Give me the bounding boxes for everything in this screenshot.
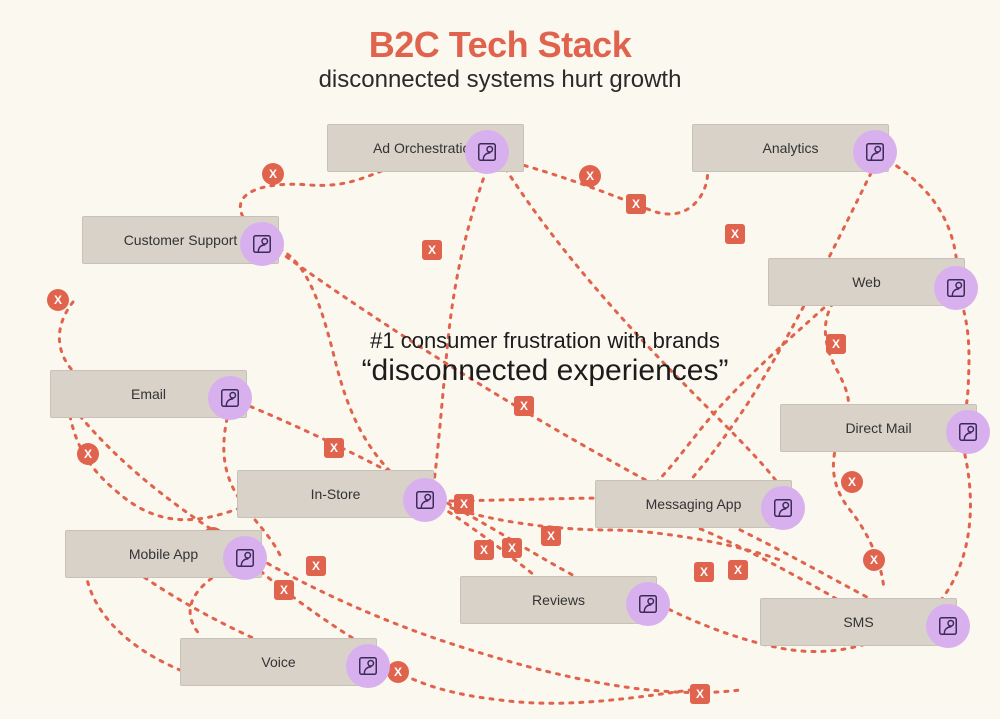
- node-label: Reviews: [532, 592, 585, 608]
- identity-icon: [346, 644, 390, 688]
- disconnect-x-icon: X: [514, 396, 534, 416]
- node-label: Messaging App: [646, 496, 742, 512]
- identity-icon: [240, 222, 284, 266]
- disconnect-x-icon: X: [579, 165, 601, 187]
- disconnect-x-icon: X: [422, 240, 442, 260]
- connection-edge: [70, 416, 262, 520]
- page-subtitle: disconnected systems hurt growth: [0, 66, 1000, 94]
- disconnect-x-icon: X: [47, 289, 69, 311]
- node-label: Analytics: [762, 140, 818, 156]
- identity-icon: [223, 536, 267, 580]
- connection-edge: [59, 302, 73, 370]
- disconnect-x-icon: X: [324, 438, 344, 458]
- identity-icon: [208, 376, 252, 420]
- center-callout-line2: “disconnected experiences”: [285, 354, 805, 388]
- disconnect-x-icon: X: [841, 471, 863, 493]
- node-label: Customer Support: [124, 232, 238, 248]
- disconnect-x-icon: X: [306, 556, 326, 576]
- identity-icon: [926, 604, 970, 648]
- connection-edge: [920, 435, 970, 620]
- node-label: Web: [852, 274, 881, 290]
- connection-edge: [620, 288, 846, 510]
- page-title: B2C Tech Stack: [0, 24, 1000, 66]
- node-label: Voice: [261, 654, 295, 670]
- disconnect-x-icon: X: [725, 224, 745, 244]
- disconnect-x-icon: X: [454, 494, 474, 514]
- connection-edge: [450, 498, 610, 501]
- disconnect-x-icon: X: [826, 334, 846, 354]
- identity-icon: [761, 486, 805, 530]
- disconnect-x-icon: X: [474, 540, 494, 560]
- connection-edge: [85, 562, 180, 670]
- center-callout-line1: #1 consumer frustration with brands: [285, 328, 805, 354]
- node-label: Direct Mail: [845, 420, 911, 436]
- node-label: Ad Orchestration: [373, 140, 478, 156]
- node-label: SMS: [843, 614, 873, 630]
- disconnect-x-icon: X: [626, 194, 646, 214]
- disconnect-x-icon: X: [541, 526, 561, 546]
- node-label: Mobile App: [129, 546, 198, 562]
- connection-edge: [395, 670, 690, 703]
- disconnect-x-icon: X: [502, 538, 522, 558]
- node-label: In-Store: [311, 486, 361, 502]
- disconnect-x-icon: X: [262, 163, 284, 185]
- identity-icon: [465, 130, 509, 174]
- center-callout: #1 consumer frustration with brands “dis…: [285, 328, 805, 388]
- disconnect-x-icon: X: [728, 560, 748, 580]
- disconnect-x-icon: X: [387, 661, 409, 683]
- disconnect-x-icon: X: [863, 549, 885, 571]
- identity-icon: [626, 582, 670, 626]
- disconnect-x-icon: X: [694, 562, 714, 582]
- node-label: Email: [131, 386, 166, 402]
- identity-icon: [946, 410, 990, 454]
- disconnect-x-icon: X: [690, 684, 710, 704]
- identity-icon: [934, 266, 978, 310]
- identity-icon: [853, 130, 897, 174]
- identity-icon: [403, 478, 447, 522]
- disconnect-x-icon: X: [77, 443, 99, 465]
- disconnect-x-icon: X: [274, 580, 294, 600]
- connection-edge: [505, 152, 708, 214]
